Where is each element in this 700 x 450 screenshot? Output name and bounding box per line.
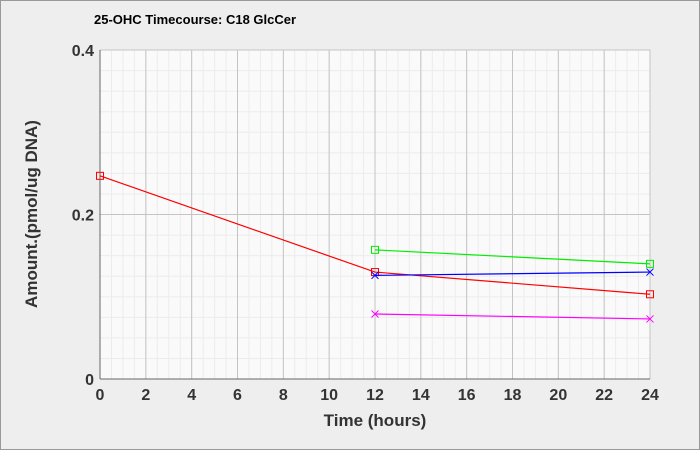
series-line-green — [374, 249, 651, 265]
x-tick-label: 4 — [187, 387, 196, 404]
marker-stroke — [371, 271, 379, 280]
y-tick-label: 0 — [85, 372, 94, 389]
data-point-red — [96, 171, 104, 180]
x-tick-label: 20 — [549, 387, 567, 404]
series-line-blue — [374, 271, 651, 276]
x-tick-label: 22 — [595, 387, 613, 404]
series-line-magenta — [374, 313, 651, 320]
y-tick-label: 0.4 — [72, 43, 94, 60]
data-point-green — [646, 259, 654, 268]
x-tick-label: 18 — [504, 387, 522, 404]
y-axis-label: Amount.(pmol/ug DNA) — [22, 120, 41, 308]
x-tick-label: 6 — [233, 387, 242, 404]
data-point-magenta — [646, 315, 654, 323]
x-tick-label: 0 — [96, 387, 105, 404]
chart-title: 25-OHC Timecourse: C18 GlcCer — [94, 12, 296, 27]
series-line-red — [99, 175, 651, 295]
y-tick-label: 0.2 — [72, 208, 94, 225]
x-tick-label: 14 — [412, 387, 430, 404]
x-axis-label: Time (hours) — [324, 411, 427, 430]
x-tick-label: 16 — [458, 387, 476, 404]
data-point-green — [371, 245, 379, 254]
data-point-blue — [371, 271, 379, 280]
marker-stroke — [371, 310, 379, 318]
data-point-magenta — [371, 310, 379, 318]
x-tick-label: 8 — [279, 387, 288, 404]
data-point-blue — [646, 268, 654, 276]
marker-stroke — [646, 268, 654, 276]
x-tick-label: 10 — [320, 387, 338, 404]
x-tick-label: 12 — [366, 387, 384, 404]
series-group — [96, 171, 654, 323]
x-tick-label: 24 — [641, 387, 659, 404]
marker-stroke — [646, 315, 654, 323]
data-point-red — [646, 290, 654, 299]
x-tick-label: 2 — [141, 387, 150, 404]
